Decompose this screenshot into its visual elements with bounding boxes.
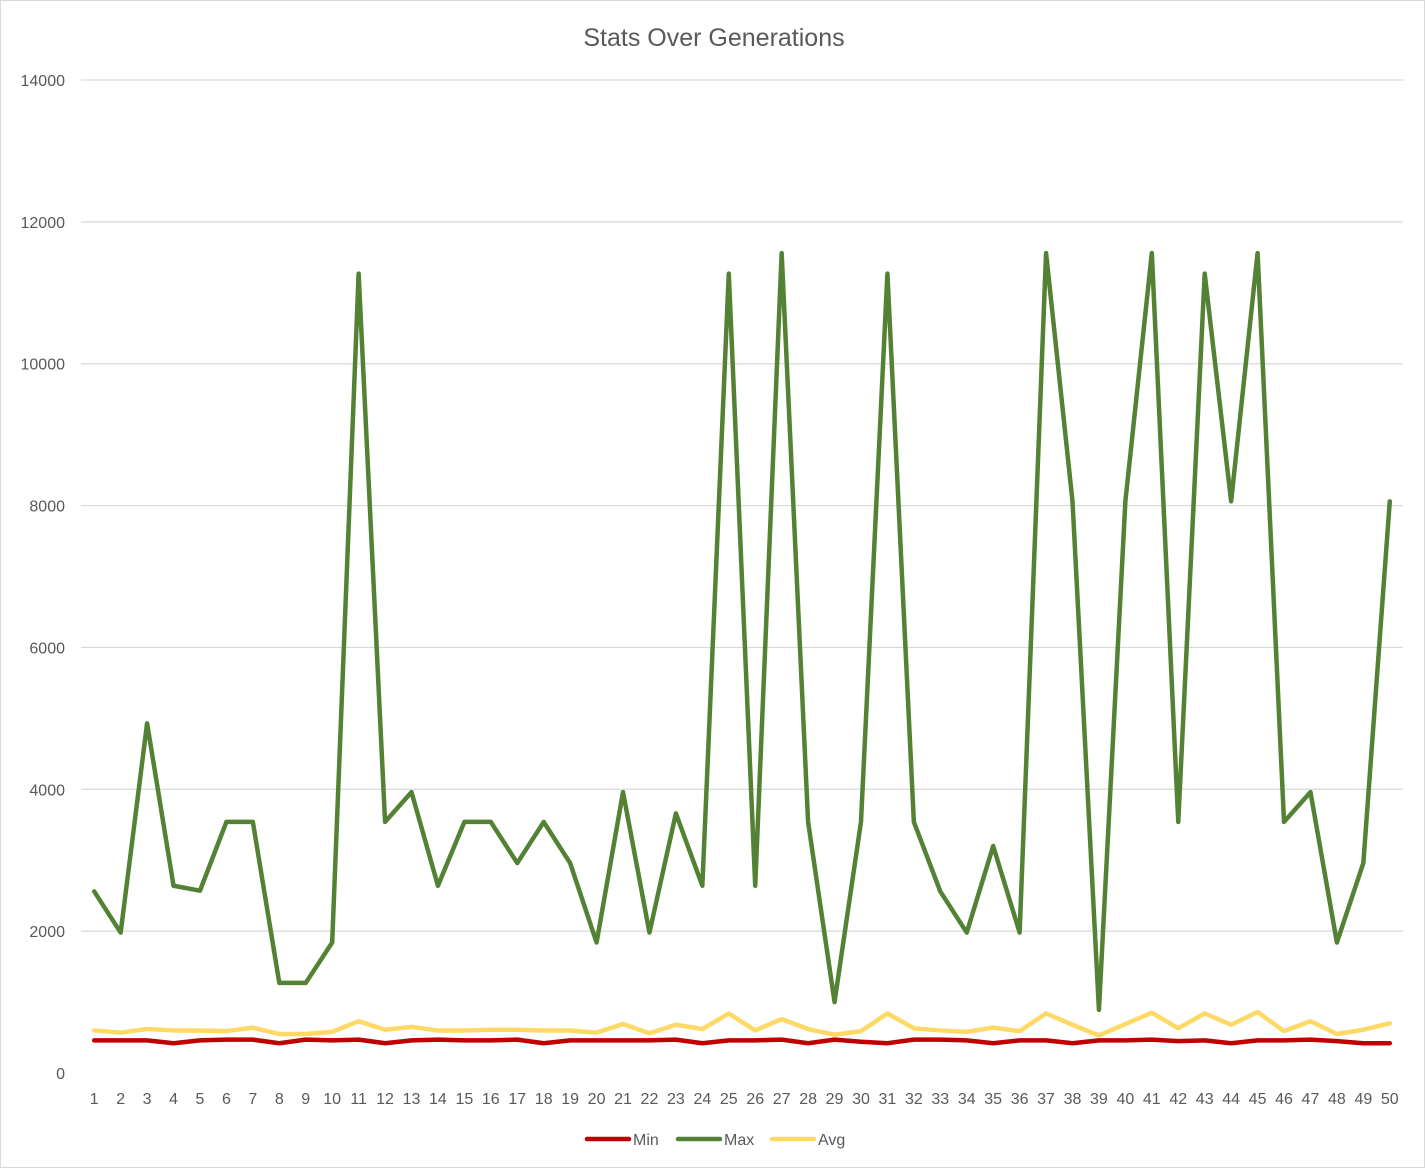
- y-tick-label: 4000: [29, 782, 65, 799]
- x-tick-label: 35: [984, 1091, 1002, 1108]
- y-tick-label: 8000: [29, 499, 65, 516]
- legend-label-avg: Avg: [818, 1132, 845, 1149]
- series-line-avg: [91, 1009, 1393, 1038]
- x-tick-label: 46: [1275, 1091, 1293, 1108]
- x-tick-label: 9: [301, 1091, 310, 1108]
- x-tick-label: 21: [614, 1091, 632, 1108]
- x-tick-label: 36: [1011, 1091, 1029, 1108]
- x-tick-label: 11: [350, 1091, 367, 1108]
- x-tick-label: 31: [879, 1091, 897, 1108]
- chart-title: Stats Over Generations: [583, 24, 844, 52]
- legend-label-min: Min: [633, 1132, 659, 1149]
- x-tick-label: 48: [1328, 1091, 1346, 1108]
- x-tick-label: 43: [1196, 1091, 1214, 1108]
- x-tick-label: 13: [403, 1091, 421, 1108]
- series-line-max: [91, 250, 1393, 1013]
- x-tick-label: 7: [248, 1091, 257, 1108]
- series-lines: [91, 250, 1393, 1046]
- x-tick-label: 42: [1169, 1091, 1187, 1108]
- x-tick-label: 4: [169, 1091, 178, 1108]
- y-tick-label: 14000: [21, 73, 66, 90]
- x-tick-label: 38: [1064, 1091, 1082, 1108]
- y-axis-tick-labels: 0 2000 4000 6000 8000 10000 12000 14000: [21, 73, 66, 1083]
- x-tick-label: 45: [1249, 1091, 1267, 1108]
- x-tick-label: 41: [1143, 1091, 1161, 1108]
- x-tick-label: 33: [931, 1091, 949, 1108]
- x-tick-label: 17: [508, 1091, 526, 1108]
- x-tick-label: 3: [143, 1091, 152, 1108]
- y-tick-label: 6000: [29, 640, 65, 657]
- legend-label-max: Max: [724, 1132, 754, 1149]
- x-tick-label: 23: [667, 1091, 685, 1108]
- x-tick-label: 27: [773, 1091, 791, 1108]
- x-tick-label: 30: [852, 1091, 870, 1108]
- x-tick-label: 26: [746, 1091, 764, 1108]
- x-tick-label: 5: [196, 1091, 205, 1108]
- x-tick-label: 18: [535, 1091, 553, 1108]
- y-tick-label: 10000: [21, 357, 66, 374]
- x-tick-label: 2: [116, 1091, 125, 1108]
- y-tick-label: 0: [56, 1066, 65, 1083]
- x-tick-label: 32: [905, 1091, 923, 1108]
- x-tick-label: 20: [588, 1091, 606, 1108]
- x-tick-label: 47: [1302, 1091, 1320, 1108]
- x-axis-tick-labels: 1 2 3 4 5 6 7 8 9 10 11 12 13 14 15 16 17 18 19 20 21 22 23 24 2…: [90, 1091, 1399, 1108]
- x-tick-label: 39: [1090, 1091, 1108, 1108]
- x-tick-label: 37: [1037, 1091, 1055, 1108]
- x-tick-label: 24: [693, 1091, 711, 1108]
- x-tick-label: 1: [90, 1091, 99, 1108]
- y-tick-label: 2000: [29, 924, 65, 941]
- x-tick-label: 10: [323, 1091, 341, 1108]
- x-tick-label: 34: [958, 1091, 976, 1108]
- series-line-min: [91, 1037, 1393, 1046]
- gridlines: [81, 79, 1403, 932]
- x-tick-label: 25: [720, 1091, 738, 1108]
- x-tick-label: 44: [1222, 1091, 1240, 1108]
- x-tick-label: 8: [275, 1091, 284, 1108]
- x-tick-label: 29: [826, 1091, 844, 1108]
- x-tick-label: 6: [222, 1091, 231, 1108]
- x-tick-label: 40: [1116, 1091, 1134, 1108]
- x-tick-label: 12: [376, 1091, 394, 1108]
- x-tick-label: 16: [482, 1091, 500, 1108]
- x-tick-label: 22: [641, 1091, 659, 1108]
- legend: Min Max Avg: [584, 1132, 845, 1149]
- x-tick-label: 19: [561, 1091, 579, 1108]
- x-tick-label: 50: [1381, 1091, 1399, 1108]
- x-tick-label: 49: [1354, 1091, 1372, 1108]
- x-tick-label: 28: [799, 1091, 817, 1108]
- y-tick-label: 12000: [21, 215, 66, 232]
- x-tick-label: 14: [429, 1091, 447, 1108]
- x-tick-label: 15: [455, 1091, 473, 1108]
